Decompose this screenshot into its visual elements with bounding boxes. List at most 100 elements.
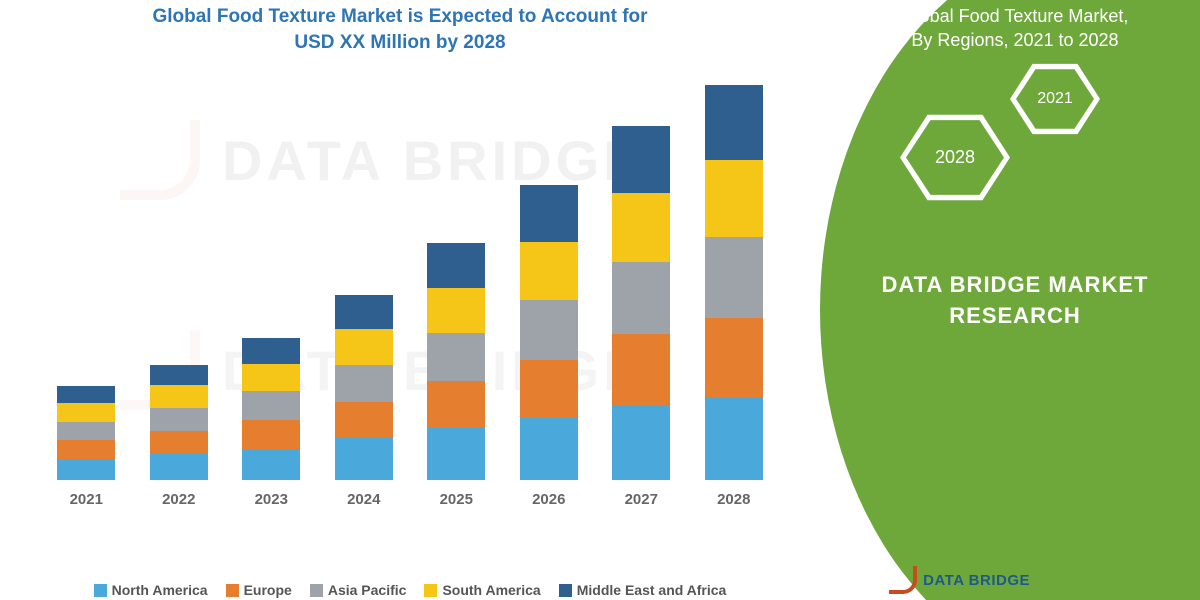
bar-segment [150,385,208,408]
right-panel: Global Food Texture Market, By Regions, … [800,0,1200,600]
bar-segment [427,333,485,381]
x-axis-label: 2027 [596,491,686,508]
bar-segment [427,381,485,428]
bar-column [41,386,131,480]
hex-2028-label: 2028 [935,147,975,168]
bar-segment [335,438,393,480]
bar-column [134,365,224,480]
legend-swatch-icon [310,584,323,597]
bar-segment [335,295,393,329]
x-axis-label: 2025 [411,491,501,508]
legend-swatch-icon [94,584,107,597]
x-axis-labels: 20212022202320242025202620272028 [40,477,780,508]
bar-stack [705,85,763,480]
bar-segment [612,334,670,405]
bar-segment [242,420,300,449]
bar-stack [427,243,485,480]
bar-segment [612,126,670,193]
bar-segment [427,428,485,480]
legend-swatch-icon [424,584,437,597]
right-title-line2: By Regions, 2021 to 2028 [911,30,1118,50]
chart-area: 20212022202320242025202620272028 [40,70,780,510]
bar-segment [150,365,208,386]
brand-line2: RESEARCH [949,303,1080,328]
chart-title-line2: USD XX Million by 2028 [294,32,505,53]
brand-line1: DATA BRIDGE MARKET [882,272,1149,297]
legend-label: Asia Pacific [328,582,407,598]
chart-title: Global Food Texture Market is Expected t… [0,4,800,55]
brand-name: DATA BRIDGE MARKET RESEARCH [870,270,1160,332]
bars-row [40,70,780,480]
hex-2028: 2028 [900,110,1010,205]
bar-segment [242,338,300,364]
legend-item: Middle East and Africa [559,582,727,598]
legend-label: Middle East and Africa [577,582,727,598]
legend-label: Europe [244,582,292,598]
legend-item: Europe [226,582,292,598]
bar-segment [150,408,208,431]
chart-panel: Global Food Texture Market is Expected t… [0,0,800,600]
bar-column [596,126,686,480]
bar-column [689,85,779,480]
bar-segment [242,391,300,420]
x-axis-label: 2021 [41,491,131,508]
x-axis-label: 2023 [226,491,316,508]
legend-label: North America [112,582,208,598]
bar-segment [57,422,115,441]
bar-column [319,295,409,480]
hex-2021: 2021 [1010,60,1100,138]
hex-2021-label: 2021 [1037,90,1073,108]
bar-stack [612,126,670,480]
bar-column [226,338,316,480]
bar-segment [520,300,578,360]
bar-segment [335,402,393,438]
bar-stack [57,386,115,480]
bar-segment [520,185,578,242]
x-axis-label: 2022 [134,491,224,508]
x-axis-label: 2024 [319,491,409,508]
bar-segment [705,85,763,160]
bar-stack [242,338,300,480]
legend-item: South America [424,582,540,598]
footer-logo-mark-icon [889,566,917,594]
bar-column [411,243,501,480]
bar-segment [57,386,115,403]
bar-segment [612,193,670,262]
legend-swatch-icon [226,584,239,597]
bar-segment [57,440,115,459]
chart-title-line1: Global Food Texture Market is Expected t… [152,6,647,27]
bar-segment [612,262,670,335]
chart-legend: North America Europe Asia Pacific South Ame… [40,582,780,598]
right-title: Global Food Texture Market, By Regions, … [860,4,1170,53]
legend-swatch-icon [559,584,572,597]
x-axis-label: 2028 [689,491,779,508]
hex-group: 2028 2021 [890,60,1150,240]
footer-logo: DATA BRIDGE [889,566,1030,594]
bar-segment [705,397,763,480]
bar-segment [57,403,115,422]
bar-segment [335,329,393,364]
legend-item: Asia Pacific [310,582,407,598]
bar-segment [705,160,763,237]
bar-column [504,185,594,480]
bar-segment [520,418,578,480]
bar-segment [242,449,300,480]
legend-label: South America [442,582,540,598]
bar-segment [520,242,578,300]
bar-segment [705,237,763,318]
bar-segment [705,318,763,397]
bar-segment [427,288,485,334]
bar-stack [150,365,208,480]
bar-segment [427,243,485,288]
bar-segment [612,405,670,480]
bar-stack [335,295,393,480]
right-title-line1: Global Food Texture Market, [902,6,1129,26]
bar-segment [520,360,578,417]
x-axis-label: 2026 [504,491,594,508]
bar-stack [520,185,578,480]
bar-segment [335,365,393,402]
bar-segment [150,431,208,454]
legend-item: North America [94,582,208,598]
footer-logo-text: DATA BRIDGE [923,572,1030,589]
bar-segment [242,364,300,391]
